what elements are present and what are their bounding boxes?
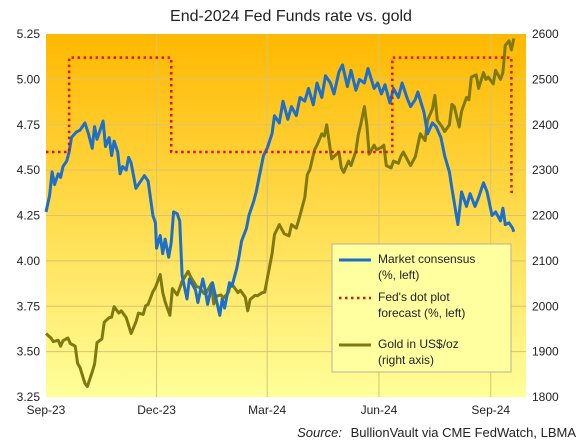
legend-label-market: Market consensus (378, 252, 475, 266)
x-tick-label: Mar-24 (248, 403, 286, 417)
legend-box (331, 243, 512, 373)
x-tick-label: Sep-23 (27, 403, 66, 417)
x-axis: Sep-23 Dec-23 Mar-24 Jun-24 Sep-24 (27, 403, 511, 417)
left-tick-label: 3.50 (17, 345, 41, 359)
left-tick-label: 5.25 (17, 27, 41, 41)
left-tick-label: 4.00 (17, 254, 41, 268)
legend-sublabel-dot-plot: forecast (%, left) (378, 306, 465, 320)
right-tick-label: 2100 (532, 254, 559, 268)
right-tick-label: 2200 (532, 209, 559, 223)
right-tick-label: 2000 (532, 299, 559, 313)
legend-label-gold: Gold in US$/oz (378, 337, 459, 351)
right-tick-label: 2600 (532, 27, 559, 41)
legend: Market consensus (%, left) Fed's dot plo… (331, 243, 512, 373)
legend-sublabel-gold: (right axis) (378, 353, 434, 367)
right-tick-label: 2500 (532, 72, 559, 86)
left-tick-label: 4.25 (17, 209, 41, 223)
x-tick-label: Sep-24 (471, 403, 510, 417)
chart-title: End-2024 Fed Funds rate vs. gold (170, 8, 412, 25)
right-tick-label: 2400 (532, 118, 559, 132)
series-line-market (44, 63, 516, 317)
source-text: BullionVault via CME FedWatch, LBMA (351, 425, 577, 440)
legend-label-dot-plot: Fed's dot plot (378, 290, 450, 304)
legend-sublabel-market: (%, left) (378, 268, 419, 282)
right-tick-label: 2300 (532, 163, 559, 177)
x-tick-label: Jun-24 (361, 403, 398, 417)
source-note: Source: BullionVault via CME FedWatch, L… (297, 425, 576, 440)
right-axis: 2600 2500 2400 2300 2200 2100 2000 1900 1800 (532, 27, 559, 404)
left-tick-label: 5.00 (17, 72, 41, 86)
left-axis: 5.25 5.00 4.75 4.50 4.25 4.00 3.75 3.50 3.25 (17, 27, 41, 404)
left-tick-label: 4.50 (17, 163, 41, 177)
left-tick-label: 3.75 (17, 299, 41, 313)
left-tick-label: 4.75 (17, 118, 41, 132)
source-prefix: Source: (297, 425, 342, 440)
right-tick-label: 1800 (532, 390, 559, 404)
x-tick-label: Dec-23 (137, 403, 176, 417)
left-tick-label: 3.25 (17, 390, 41, 404)
right-tick-label: 1900 (532, 345, 559, 359)
series-line-gold (44, 38, 516, 389)
series-layer (44, 38, 516, 389)
